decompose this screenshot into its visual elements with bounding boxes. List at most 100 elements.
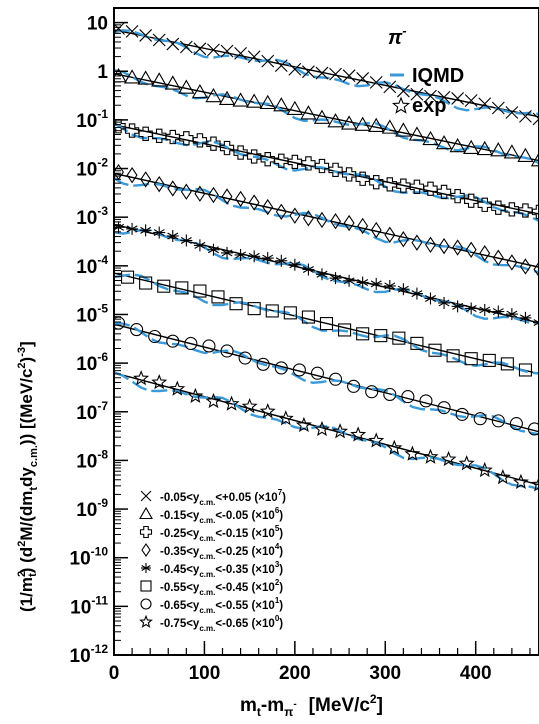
data-point <box>211 290 225 304</box>
data-point <box>121 270 135 284</box>
data-point <box>192 133 208 148</box>
y-tick-label: 10-4 <box>76 253 108 278</box>
data-point <box>218 90 236 106</box>
data-point <box>220 344 234 358</box>
axis-ticks: 0 100 200 300 40010-1210-1110-1010-910-810-7… <box>70 14 531 684</box>
data-point <box>374 329 388 343</box>
data-point <box>229 297 243 311</box>
data-point <box>205 87 222 103</box>
data-point <box>424 89 437 103</box>
data-point <box>519 311 532 324</box>
chart-marks <box>114 22 539 492</box>
y-tick-label: 10 <box>87 14 108 35</box>
data-point <box>273 97 290 112</box>
data-point <box>208 186 219 204</box>
data-point <box>381 119 398 134</box>
data-point <box>206 136 221 151</box>
data-point <box>247 302 261 316</box>
legend-marker <box>139 614 153 628</box>
data-point <box>179 40 193 54</box>
data-point <box>503 144 521 159</box>
series-legend: -0.05<yc.m.<+0.05 (×107)-0.15<yc.m.<-0.0… <box>139 488 286 633</box>
data-point <box>356 276 369 289</box>
data-point <box>356 72 370 85</box>
data-point <box>207 43 220 57</box>
data-point <box>283 306 297 320</box>
data-point <box>139 29 153 42</box>
data-point <box>355 171 370 186</box>
data-point <box>167 180 179 197</box>
x-axis-title: mt-mπ- [MeV/c2] <box>240 692 383 719</box>
data-point <box>506 254 518 271</box>
data-point <box>126 222 139 235</box>
data-point <box>505 106 519 119</box>
series-legend-label: -0.55<yc.m.<-0.45 (×102) <box>160 578 283 597</box>
y-tick-label: 10-1 <box>76 107 108 132</box>
data-point <box>464 193 479 208</box>
data-point <box>137 70 154 85</box>
data-point <box>384 226 396 243</box>
data-point <box>397 283 410 296</box>
data-point <box>126 166 138 184</box>
y-tick-label: 10-5 <box>76 301 108 326</box>
model-curve <box>114 69 539 165</box>
data-point <box>383 80 397 94</box>
data-point <box>220 44 234 58</box>
legend-marker <box>139 506 153 520</box>
data-point <box>292 363 306 377</box>
data-point <box>288 62 302 76</box>
data-point <box>343 214 355 232</box>
data-point <box>166 37 180 51</box>
data-point <box>369 75 383 89</box>
data-point <box>148 329 162 344</box>
data-point <box>193 284 207 298</box>
data-point <box>449 137 466 153</box>
data-point <box>180 234 193 247</box>
data-point <box>386 439 403 455</box>
data-point <box>114 119 126 134</box>
model-curve <box>114 322 539 436</box>
data-point <box>288 258 301 271</box>
data-point <box>114 163 124 181</box>
data-point <box>494 469 511 485</box>
data-point <box>435 134 453 150</box>
data-point <box>533 261 539 278</box>
data-point <box>410 287 423 300</box>
data-point <box>368 117 385 132</box>
plot-area <box>114 22 539 492</box>
y-tick-label: 10-7 <box>76 399 108 424</box>
data-point <box>464 352 478 366</box>
data-point <box>482 353 496 367</box>
data-point <box>274 361 288 375</box>
data-point <box>301 156 316 171</box>
model-legend-label: IQMD <box>412 65 464 87</box>
data-point <box>437 90 451 104</box>
data-point <box>518 203 533 218</box>
data-point <box>241 398 258 414</box>
data-point <box>329 272 342 285</box>
fit-line <box>114 29 539 118</box>
data-point <box>370 221 382 239</box>
data-point <box>166 229 179 242</box>
data-point <box>492 249 504 266</box>
model-curve <box>114 273 539 375</box>
data-point <box>238 351 252 365</box>
data-point <box>465 241 477 258</box>
data-point <box>302 210 314 227</box>
data-point <box>138 126 153 141</box>
data-point <box>328 372 343 386</box>
data-point <box>175 281 189 295</box>
data-point <box>221 246 234 259</box>
data-point <box>262 198 274 216</box>
data-point <box>424 292 437 305</box>
data-point <box>179 131 194 146</box>
data-point <box>164 75 181 90</box>
data-point <box>219 140 235 156</box>
legend-marker <box>140 490 152 502</box>
y-tick-label: 10-6 <box>76 350 108 375</box>
data-point <box>248 250 261 263</box>
data-point <box>370 277 383 290</box>
data-point <box>315 66 329 80</box>
x-tick-label: 100 <box>189 663 221 684</box>
data-point <box>531 204 539 220</box>
